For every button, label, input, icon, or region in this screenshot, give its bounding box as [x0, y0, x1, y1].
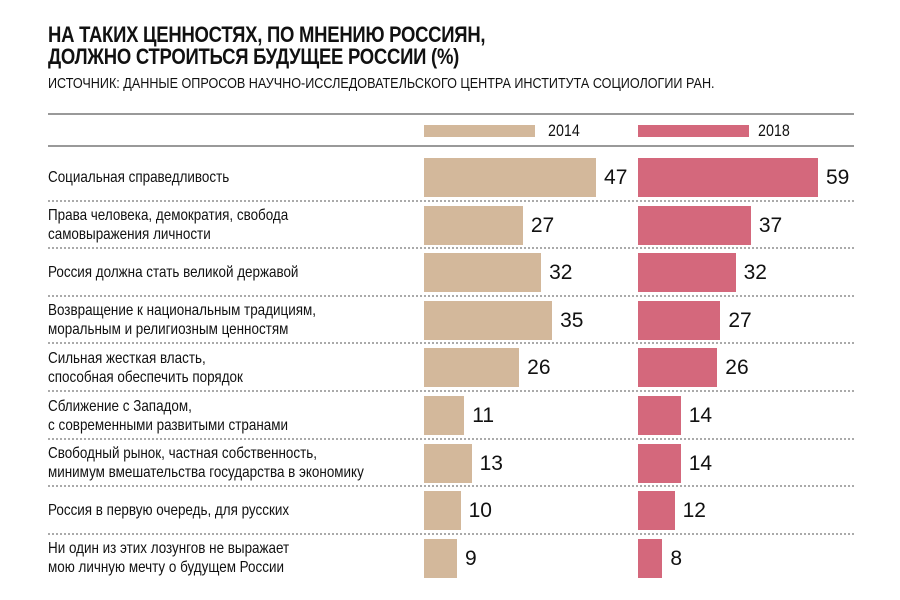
- category-label-line: Россия должна стать великой державой: [48, 264, 299, 282]
- data-label-2018: 12: [682, 499, 706, 523]
- legend-label-2018: 2018: [758, 121, 790, 140]
- header-bottom-divider: [48, 145, 854, 147]
- data-label-2018: 8: [670, 546, 683, 570]
- data-label-2014: 27: [530, 213, 555, 237]
- category-label: Свободный рынок, частная собственность, м…: [48, 444, 364, 482]
- category-label-line: Социальная справедливость: [48, 169, 230, 186]
- data-label-2018: 37: [758, 213, 783, 237]
- row-divider: [48, 199, 854, 202]
- data-label-2014: 9: [464, 546, 477, 570]
- bar-2018: [638, 348, 718, 388]
- category-label-line: с современными развитыми странами: [48, 416, 288, 434]
- bar-2014: [424, 205, 523, 245]
- category-label-line: Права человека, демократия, свобода: [48, 207, 289, 225]
- header-top-divider: [48, 113, 854, 115]
- category-label: Россия в первую очередь, для русских: [48, 501, 289, 520]
- category-label: Возвращение к национальным традициям, мор…: [48, 301, 316, 339]
- bar-2018: [638, 205, 751, 245]
- data-label-2014: 11: [472, 404, 495, 427]
- category-label-line: мою личную мечту о будущем России: [48, 559, 284, 577]
- category-label-line: способная обеспечить порядок: [48, 368, 243, 386]
- category-label: Сближение с Западом, с современными разви…: [48, 397, 288, 435]
- legend-swatch-2014: [424, 125, 535, 137]
- data-label-2014: 32: [549, 261, 573, 285]
- bar-2018: [638, 300, 721, 340]
- data-label-2018: 26: [725, 356, 749, 380]
- row-divider: [48, 485, 854, 488]
- row-divider: [48, 342, 854, 345]
- row-divider: [48, 247, 854, 250]
- data-label-2018: 27: [728, 308, 752, 332]
- bar-2014: [424, 491, 461, 531]
- data-label-2014: 35: [560, 308, 584, 332]
- bar-2018: [638, 253, 736, 293]
- bar-2014: [424, 158, 597, 197]
- category-label-line: Свободный рынок, частная собственность,: [48, 445, 318, 463]
- bar-2018: [638, 538, 663, 578]
- data-label-2014: 10: [468, 499, 492, 523]
- data-label-2018: 14: [688, 404, 713, 427]
- bar-2018: [638, 443, 681, 483]
- bar-2018: [638, 158, 818, 197]
- category-label-line: Сближение с Западом,: [48, 397, 192, 415]
- legend-swatch-2018: [638, 125, 749, 137]
- chart-title-line-1: НА ТАКИХ ЦЕННОСТЯХ, ПО МНЕНИЮ РОССИЯН,: [48, 22, 486, 47]
- row-divider: [48, 390, 854, 392]
- row-divider: [48, 437, 854, 440]
- bar-2014: [424, 538, 457, 578]
- category-label-line: моральным и религиозным ценностям: [48, 321, 289, 339]
- row-divider: [48, 294, 854, 297]
- legend-label-2014: 2014: [548, 121, 580, 140]
- category-label-line: Сильная жесткая власть,: [48, 349, 206, 367]
- category-label-line: минимум вмешательства государства в экон…: [48, 464, 364, 482]
- category-label: Права человека, демократия, свобода самов…: [48, 206, 288, 244]
- bar-2014: [424, 396, 465, 435]
- data-label-2014: 47: [604, 166, 628, 189]
- category-label: Сильная жесткая власть, способная обеспеч…: [48, 349, 243, 387]
- chart-source: ИСТОЧНИК: ДАННЫЕ ОПРОСОВ НАУЧНО-ИССЛЕДОВ…: [48, 75, 715, 92]
- category-label: Ни один из этих лозунгов не выражает мою …: [48, 539, 289, 577]
- category-label: Россия должна стать великой державой: [48, 263, 298, 282]
- category-label-line: Ни один из этих лозунгов не выражает: [48, 540, 290, 558]
- data-label-2014: 26: [527, 356, 551, 380]
- bar-2018: [638, 491, 675, 531]
- row-divider: [48, 532, 854, 535]
- category-label-line: Россия в первую очередь, для русских: [48, 502, 290, 520]
- bar-2014: [424, 300, 553, 340]
- bar-2014: [424, 348, 520, 388]
- data-label-2018: 14: [688, 451, 713, 475]
- bar-2018: [638, 396, 681, 435]
- bar-2014: [424, 443, 472, 483]
- bar-2014: [424, 253, 542, 293]
- category-label-line: Возвращение к национальным традициям,: [48, 302, 316, 320]
- category-label: Социальная справедливость: [48, 168, 229, 187]
- chart-title: НА ТАКИХ ЦЕННОСТЯХ, ПО МНЕНИЮ РОССИЯН, Д…: [48, 22, 486, 69]
- data-label-2018: 32: [743, 261, 767, 285]
- category-label-line: самовыражения личности: [48, 226, 211, 244]
- data-label-2014: 13: [479, 451, 503, 475]
- data-label-2018: 59: [825, 166, 850, 189]
- chart-title-line-2: ДОЛЖНО СТРОИТЬСЯ БУДУЩЕЕ РОССИИ (%): [48, 44, 460, 69]
